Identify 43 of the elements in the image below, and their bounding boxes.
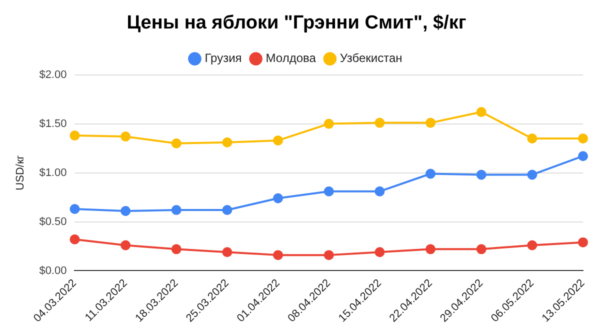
point <box>527 170 538 180</box>
point <box>70 234 80 244</box>
point <box>426 168 436 179</box>
y-tick-label: $2.00 <box>39 68 67 81</box>
legend-label: Молдова <box>266 51 316 66</box>
point <box>273 250 284 260</box>
point <box>324 118 334 129</box>
point <box>222 247 232 258</box>
point <box>476 107 486 118</box>
point <box>578 133 588 144</box>
y-tick-label: $1.50 <box>39 118 67 130</box>
point <box>120 132 131 142</box>
point <box>70 130 80 141</box>
y-axis-title: USD/кг <box>14 155 27 190</box>
y-tick-label: $1.00 <box>39 166 67 179</box>
point <box>324 186 334 196</box>
point <box>120 206 131 216</box>
point <box>476 170 486 180</box>
point <box>374 118 385 128</box>
point <box>171 244 182 254</box>
point <box>374 247 385 258</box>
point <box>222 204 232 215</box>
chart-title: Цены на яблоки "Грэнни Смит", $/кг <box>126 12 466 34</box>
point <box>578 151 588 162</box>
y-tick-label: $0.00 <box>39 264 67 277</box>
point <box>273 135 284 146</box>
point <box>578 237 588 248</box>
point <box>273 193 284 204</box>
point <box>374 186 385 196</box>
point <box>527 240 538 250</box>
point <box>120 240 131 250</box>
point <box>70 204 80 214</box>
point <box>426 118 436 128</box>
point <box>426 244 436 254</box>
point <box>222 137 232 148</box>
point <box>171 138 182 148</box>
point <box>324 250 334 260</box>
point <box>527 133 538 144</box>
legend-label: Узбекистан <box>340 51 402 66</box>
point <box>171 204 182 215</box>
y-tick-label: $0.50 <box>39 216 67 228</box>
point <box>476 244 486 254</box>
legend-label: Грузия <box>204 51 242 66</box>
